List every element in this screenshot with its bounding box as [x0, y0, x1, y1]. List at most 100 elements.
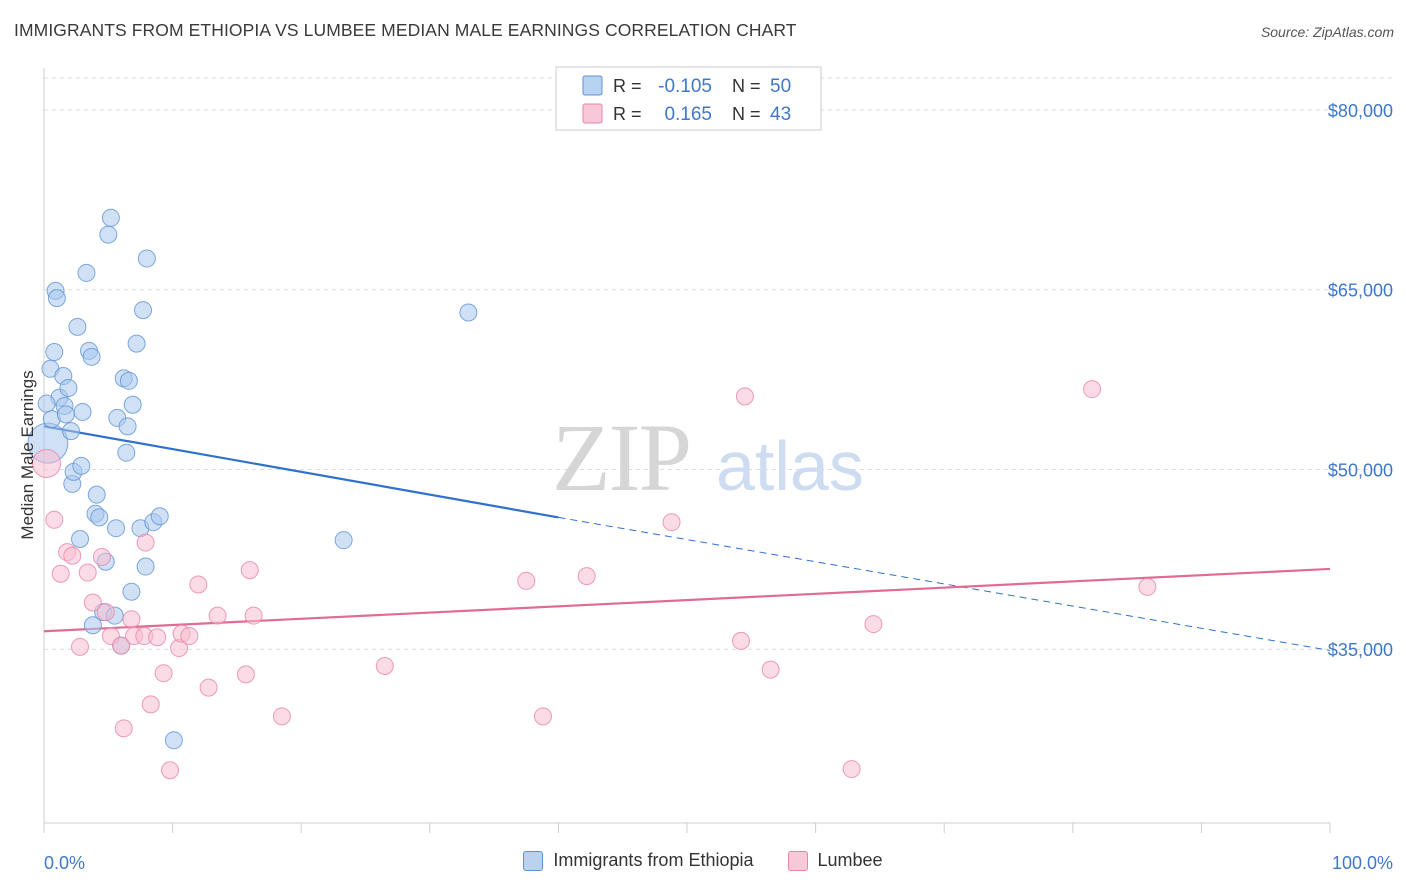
point-lumbee-6 — [78, 563, 97, 582]
point-lumbee-18 — [148, 628, 167, 647]
legend-r-value-2: 0.165 — [664, 104, 712, 125]
point-lumbee-7 — [83, 593, 102, 612]
x-tick-label-1: 100.0% — [1332, 853, 1393, 873]
point-lumbee-12 — [114, 719, 133, 738]
point-lumbee-25 — [199, 678, 218, 697]
legend-r-value-1: -0.105 — [658, 76, 712, 97]
point-lumbee-42 — [1138, 577, 1157, 596]
point-lumbee-27 — [236, 665, 255, 684]
point-ethiopia-38 — [123, 395, 142, 414]
point-lumbee-36 — [732, 631, 751, 650]
point-ethiopia-39 — [127, 334, 146, 353]
legend-r-label-1: R = — [613, 76, 642, 96]
trend-line-lumbee — [43, 567, 1331, 633]
x-tick-labels: 0.0% 100.0% — [44, 853, 1393, 873]
point-lumbee-34 — [577, 567, 596, 586]
point-lumbee-28 — [240, 561, 259, 580]
point-ethiopia-11 — [62, 422, 81, 441]
legend-r-label-2: R = — [613, 104, 642, 124]
point-lumbee-24 — [189, 575, 208, 594]
point-lumbee-35 — [662, 513, 681, 532]
point-ethiopia-45 — [150, 507, 169, 526]
legend-swatch-lumbee — [787, 850, 808, 871]
point-ethiopia-46 — [164, 731, 183, 750]
point-lumbee-30 — [272, 707, 291, 726]
point-lumbee-39 — [842, 760, 861, 779]
watermark-zip: ZIP — [552, 404, 690, 511]
y-tick-label-3: $80,000 — [1328, 101, 1393, 121]
x-tick-label-0: 0.0% — [44, 853, 85, 873]
legend-swatch-blue — [582, 75, 603, 96]
point-lumbee-31 — [375, 657, 394, 676]
trend-line-ethiopia — [43, 425, 559, 519]
point-ethiopia-17 — [73, 402, 92, 421]
point-ethiopia-48 — [459, 303, 478, 322]
correlation-legend: R = -0.105 N = 50 R = 0.165 N = 43 — [555, 66, 822, 131]
point-lumbee-20 — [161, 761, 180, 780]
point-lumbee-40 — [864, 615, 883, 634]
point-ethiopia-36 — [119, 371, 138, 390]
point-ethiopia-20 — [82, 347, 101, 366]
legend-item-ethiopia[interactable]: Immigrants from Ethiopia — [523, 850, 754, 871]
point-ethiopia-42 — [136, 557, 155, 576]
point-lumbee-0 — [32, 448, 62, 478]
point-ethiopia-23 — [87, 485, 106, 504]
legend-n-label-2: N = — [732, 104, 761, 124]
point-lumbee-13 — [122, 610, 141, 629]
point-ethiopia-27 — [99, 225, 118, 244]
point-ethiopia-21 — [83, 616, 102, 635]
point-ethiopia-49 — [37, 394, 56, 413]
data-points — [27, 208, 1157, 780]
point-lumbee-8 — [92, 547, 111, 566]
point-lumbee-16 — [136, 533, 155, 552]
point-lumbee-37 — [735, 387, 754, 406]
point-lumbee-29 — [244, 606, 263, 625]
legend-n-value-2: 43 — [770, 104, 791, 125]
point-ethiopia-43 — [137, 249, 156, 268]
legend-swatch-pink — [582, 103, 603, 124]
legend-item-lumbee[interactable]: Lumbee — [787, 850, 883, 871]
y-tick-label-2: $65,000 — [1328, 281, 1393, 301]
point-lumbee-41 — [1083, 380, 1102, 399]
point-ethiopia-3 — [45, 343, 64, 362]
point-ethiopia-5 — [47, 289, 66, 308]
point-lumbee-19 — [154, 664, 173, 683]
point-lumbee-9 — [96, 603, 115, 622]
point-lumbee-11 — [112, 636, 131, 655]
point-ethiopia-35 — [118, 417, 137, 436]
point-lumbee-38 — [761, 660, 780, 679]
point-lumbee-23 — [180, 627, 199, 646]
point-ethiopia-16 — [72, 456, 91, 475]
legend-label-lumbee: Lumbee — [817, 850, 883, 870]
point-lumbee-26 — [208, 606, 227, 625]
point-lumbee-33 — [533, 707, 552, 726]
watermark: ZIP atlas — [552, 404, 864, 511]
point-ethiopia-10 — [59, 378, 78, 397]
point-ethiopia-28 — [101, 208, 120, 227]
point-lumbee-1 — [45, 510, 64, 529]
point-ethiopia-18 — [77, 263, 96, 282]
legend-n-label-1: N = — [732, 76, 761, 96]
point-lumbee-4 — [63, 546, 82, 565]
point-ethiopia-24 — [90, 508, 109, 527]
point-ethiopia-14 — [68, 317, 87, 336]
point-ethiopia-37 — [122, 582, 141, 601]
legend-swatch-ethiopia — [523, 850, 544, 871]
point-lumbee-5 — [71, 637, 90, 656]
trend-line-ethiopia-extension — [558, 516, 1331, 651]
bottom-legend: Immigrants from Ethiopia Lumbee — [0, 850, 1406, 871]
point-lumbee-2 — [51, 564, 70, 583]
point-ethiopia-9 — [56, 405, 75, 424]
point-ethiopia-34 — [117, 443, 136, 462]
chart-title: IMMIGRANTS FROM ETHIOPIA VS LUMBEE MEDIA… — [14, 20, 797, 40]
point-ethiopia-41 — [134, 301, 153, 320]
y-tick-labels: $35,000 $50,000 $65,000 $80,000 — [1328, 101, 1393, 660]
y-tick-label-0: $35,000 — [1328, 640, 1393, 660]
point-ethiopia-15 — [71, 529, 90, 548]
point-ethiopia-47 — [334, 531, 353, 550]
legend-label-ethiopia: Immigrants from Ethiopia — [553, 850, 754, 870]
y-tick-label-1: $50,000 — [1328, 460, 1393, 480]
source-credit: Source: ZipAtlas.com — [1260, 24, 1394, 40]
point-lumbee-17 — [141, 695, 160, 714]
